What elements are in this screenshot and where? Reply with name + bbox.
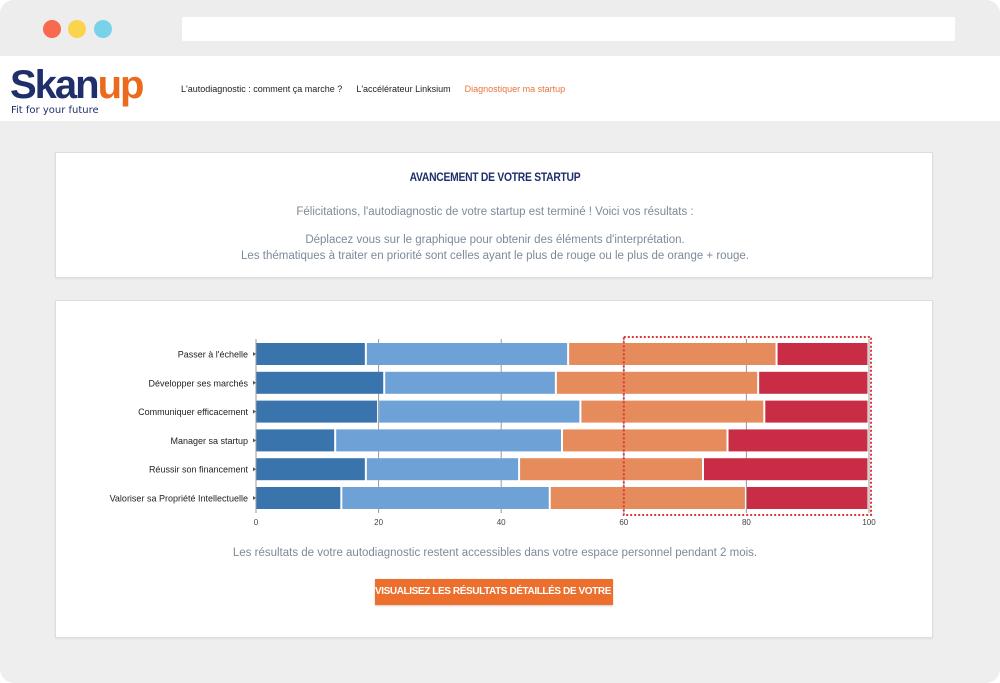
main-nav: L'autodiagnostic : comment ça marche ? L… — [181, 84, 579, 94]
bar-segment — [342, 487, 549, 509]
bar-segment — [563, 429, 727, 452]
category-tick-marker — [253, 409, 256, 414]
bar-segment — [581, 400, 764, 423]
category-tick-marker — [253, 496, 256, 500]
bar-segment — [759, 371, 868, 394]
bar-segment — [746, 487, 868, 509]
x-tick-label: 60 — [619, 518, 628, 527]
category-label: Communiquer efficacement — [138, 407, 248, 417]
bar-segment — [256, 487, 341, 509]
bar-segment — [366, 458, 519, 481]
priority-zone-highlight — [622, 336, 872, 516]
category-tick-marker — [253, 438, 256, 443]
maximize-window-icon[interactable] — [94, 20, 112, 38]
logo-tagline: Fit for your future — [11, 105, 99, 116]
bar-segment — [569, 343, 776, 365]
bar-segment — [379, 400, 580, 423]
access-note: Les résultats de votre autodiagnostic re… — [232, 547, 758, 559]
hint-text-2: Les thématiques à traiter en priorité so… — [241, 250, 749, 262]
bar-segment — [728, 429, 868, 452]
logo-wordmark: Skanup — [10, 63, 145, 107]
nav-item-diagnose[interactable]: Diagnostiquer ma startup — [464, 84, 566, 94]
bar-segment — [777, 343, 868, 365]
logo-part-1: Skan — [10, 63, 100, 107]
category-label: Développer ses marchés — [148, 378, 248, 388]
results-chart[interactable]: Passer à l'échelle Développer ses marchés… — [56, 301, 934, 537]
skanup-logo[interactable]: Skanup Fit for your future — [10, 63, 150, 116]
browser-chrome — [0, 0, 1000, 56]
view-detailed-results-button[interactable]: VISUALISEZ LES RÉSULTATS DÉTAILLÉS DE VO… — [375, 579, 673, 605]
category-label: Réussir son financement — [149, 465, 249, 475]
page-title: AVANCEMENT DE VOTRE STARTUP — [409, 170, 581, 184]
intro-card: AVANCEMENT DE VOTRE STARTUP Félicitation… — [55, 152, 933, 278]
hint-text-1: Déplacez vous sur le graphique pour obte… — [305, 234, 685, 246]
bar-segment — [256, 400, 378, 423]
category-label: Manager sa startup — [170, 436, 248, 446]
category-label: Passer à l'échelle — [178, 350, 248, 360]
bar-segment — [256, 343, 365, 365]
x-tick-label: 80 — [742, 518, 751, 527]
bar-segment — [366, 343, 568, 365]
x-tick-label: 100 — [862, 518, 876, 527]
bar-segment — [765, 400, 868, 423]
minimize-window-icon[interactable] — [68, 20, 86, 38]
bar-segment — [550, 487, 745, 509]
bar-segment — [256, 429, 335, 452]
category-tick-marker — [253, 352, 256, 356]
bar-segment — [520, 458, 702, 481]
bar-segment — [256, 371, 384, 394]
category-tick-marker — [253, 467, 256, 472]
bar-segment — [256, 458, 365, 481]
bar-segment — [385, 371, 555, 394]
site-header: Skanup Fit for your future L'autodiagnos… — [0, 56, 1000, 121]
x-tick-label: 20 — [374, 518, 383, 527]
category-tick-marker — [253, 380, 256, 385]
nav-item-how-it-works[interactable]: L'autodiagnostic : comment ça marche ? — [181, 84, 343, 94]
congrats-text: Félicitations, l'autodiagnostic de votre… — [296, 206, 694, 218]
category-label: Valoriser sa Propriété Intellectuelle — [110, 494, 248, 504]
nav-item-accelerator[interactable]: L'accélérateur Linksium — [356, 84, 451, 94]
bar-segment — [703, 458, 868, 481]
x-tick-label: 40 — [497, 518, 506, 527]
x-tick-label: 0 — [254, 518, 259, 527]
bar-segment — [556, 371, 758, 394]
results-card: Passer à l'échelle Développer ses marchés… — [55, 300, 933, 638]
close-window-icon[interactable] — [43, 20, 61, 38]
bar-segment — [336, 429, 561, 452]
address-bar[interactable] — [182, 17, 955, 41]
logo-part-2: up — [97, 63, 145, 107]
